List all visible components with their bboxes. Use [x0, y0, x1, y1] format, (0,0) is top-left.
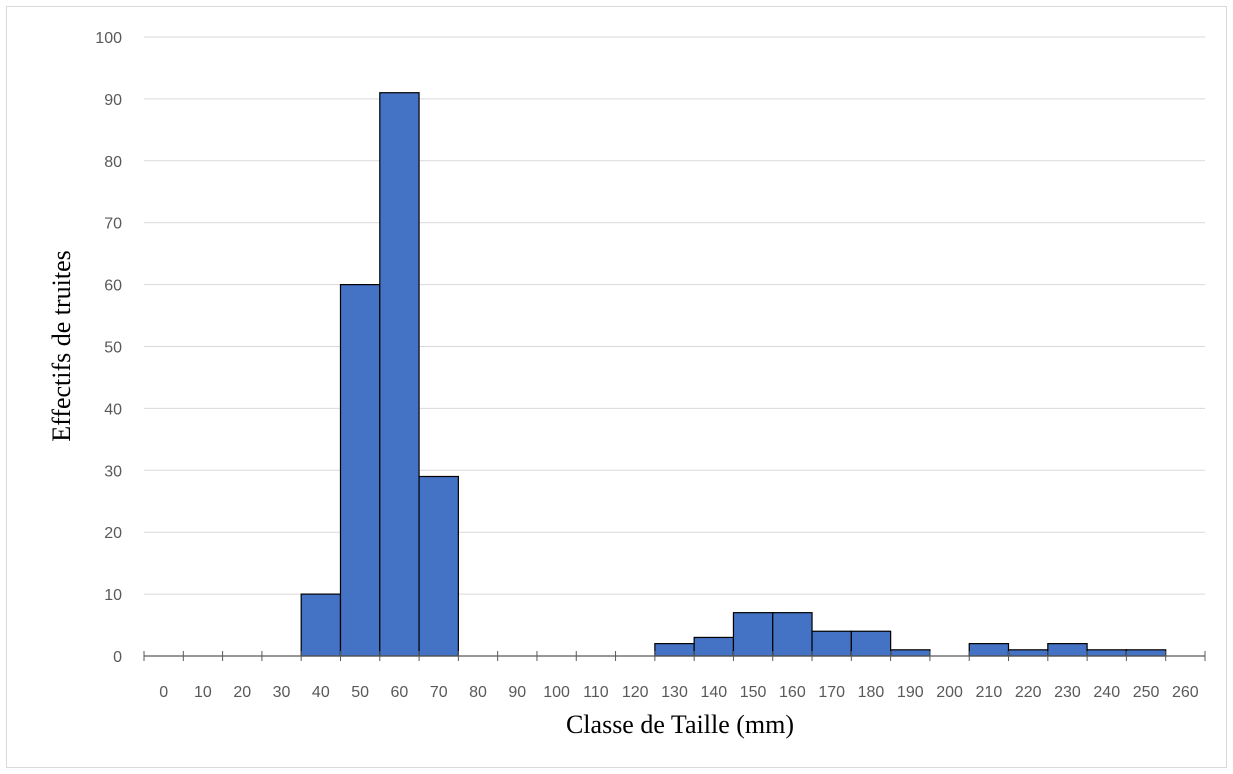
bar [300, 593, 342, 657]
x-tick-label: 170 [818, 684, 845, 701]
x-tick-label: 160 [779, 684, 806, 701]
y-tick-label: 70 [104, 216, 122, 233]
x-tick-label: 200 [936, 684, 963, 701]
gridlines [144, 36, 1205, 595]
x-tick-label: 0 [159, 684, 168, 701]
x-tick-label: 80 [469, 684, 487, 701]
x-tick-label: 140 [700, 684, 727, 701]
bar [418, 475, 459, 657]
bar [1007, 649, 1049, 657]
bar [379, 92, 420, 657]
x-tick-labels: 0 10 20 30 40 50 60 70 80 90 100 110 120 130 140 150 160… [159, 684, 1199, 701]
x-tick-label: 150 [740, 684, 767, 701]
y-tick-label: 20 [104, 525, 122, 542]
bar [1086, 649, 1128, 657]
y-tick-label: 80 [104, 154, 122, 171]
bar [732, 612, 774, 657]
bar [968, 643, 1010, 657]
x-tick-label: 40 [312, 684, 330, 701]
x-tick-label: 250 [1133, 684, 1160, 701]
y-tick-labels: 0 10 20 30 40 50 60 70 80 90 100 [95, 30, 122, 666]
bar [693, 636, 735, 657]
bar [339, 284, 381, 657]
x-tick-label: 20 [233, 684, 251, 701]
x-tick-label: 180 [858, 684, 885, 701]
x-tick-label: 50 [351, 684, 369, 701]
y-tick-label: 50 [104, 340, 122, 357]
bar [811, 630, 852, 657]
bar [772, 612, 813, 657]
x-tick-label: 220 [1015, 684, 1042, 701]
x-tick-label: 90 [508, 684, 526, 701]
y-tick-label: 100 [95, 30, 122, 47]
x-tick-label: 30 [273, 684, 291, 701]
x-tick-label: 110 [583, 684, 609, 701]
bar [850, 630, 892, 657]
x-tick-label: 100 [543, 684, 570, 701]
x-tick-label: 130 [661, 684, 688, 701]
x-tick-label: 230 [1054, 684, 1081, 701]
y-tick-label: 30 [104, 463, 122, 480]
x-tick-label: 260 [1172, 684, 1199, 701]
y-tick-label: 0 [113, 649, 122, 666]
y-tick-label: 40 [104, 401, 122, 418]
y-axis-title: Effectifs de truites [47, 250, 76, 442]
x-tick-label: 10 [194, 684, 212, 701]
x-tick-label: 70 [430, 684, 448, 701]
x-tick-label: 210 [976, 684, 1003, 701]
bar [1047, 643, 1088, 657]
axes [143, 651, 1206, 661]
y-tick-label: 90 [104, 92, 122, 109]
bar [890, 649, 931, 657]
x-axis-title: Classe de Taille (mm) [566, 710, 794, 739]
chart-frame [6, 6, 1227, 768]
bar [1125, 649, 1167, 657]
y-tick-label: 10 [104, 587, 122, 604]
x-tick-label: 240 [1093, 684, 1120, 701]
x-tick-label: 120 [622, 684, 649, 701]
x-tick-label: 190 [897, 684, 924, 701]
bar [654, 643, 695, 657]
bars [300, 92, 1167, 657]
y-tick-label: 60 [104, 278, 122, 295]
x-tick-label: 60 [391, 684, 409, 701]
